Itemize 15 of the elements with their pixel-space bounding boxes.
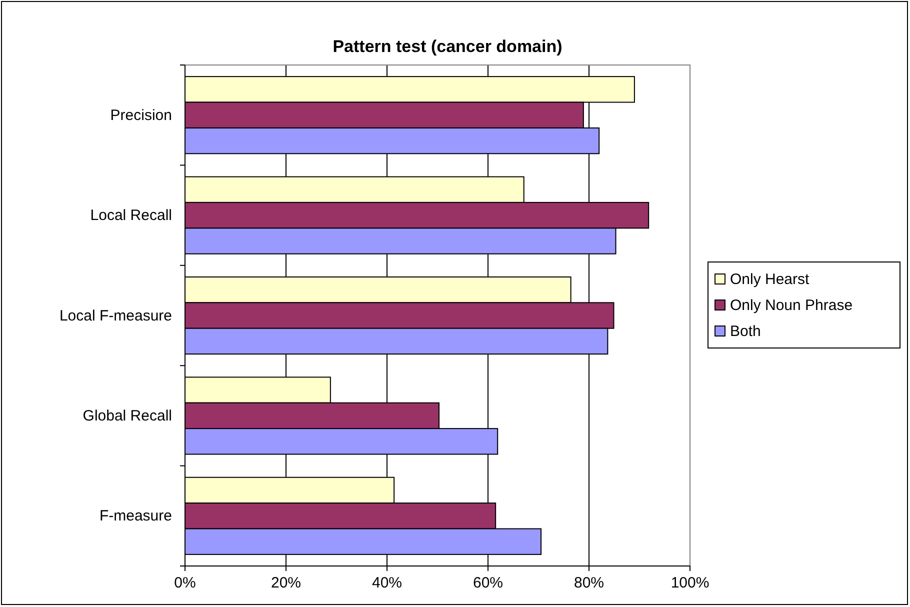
y-tick-label: Precision [110,106,172,124]
x-tick-label: 40% [372,574,402,592]
x-tick-label: 20% [270,574,302,592]
x-tick-label: 0% [174,574,196,592]
y-tick-label: F-measure [99,508,172,525]
x-tick-label: 60% [472,574,504,592]
y-tick-label: Local Recall [90,207,172,224]
x-tick-label: 80% [574,574,604,592]
y-tick-label: Local F-measure [59,307,172,324]
chart-title: Pattern test (cancer domain) [332,37,562,56]
y-tick-label: Global Recall [82,408,172,424]
legend-label: Only Hearst [730,271,810,288]
x-tick-label: 100% [670,574,710,592]
legend-label: Only Noun Phrase [730,297,853,314]
legend-label: Both [730,323,761,340]
